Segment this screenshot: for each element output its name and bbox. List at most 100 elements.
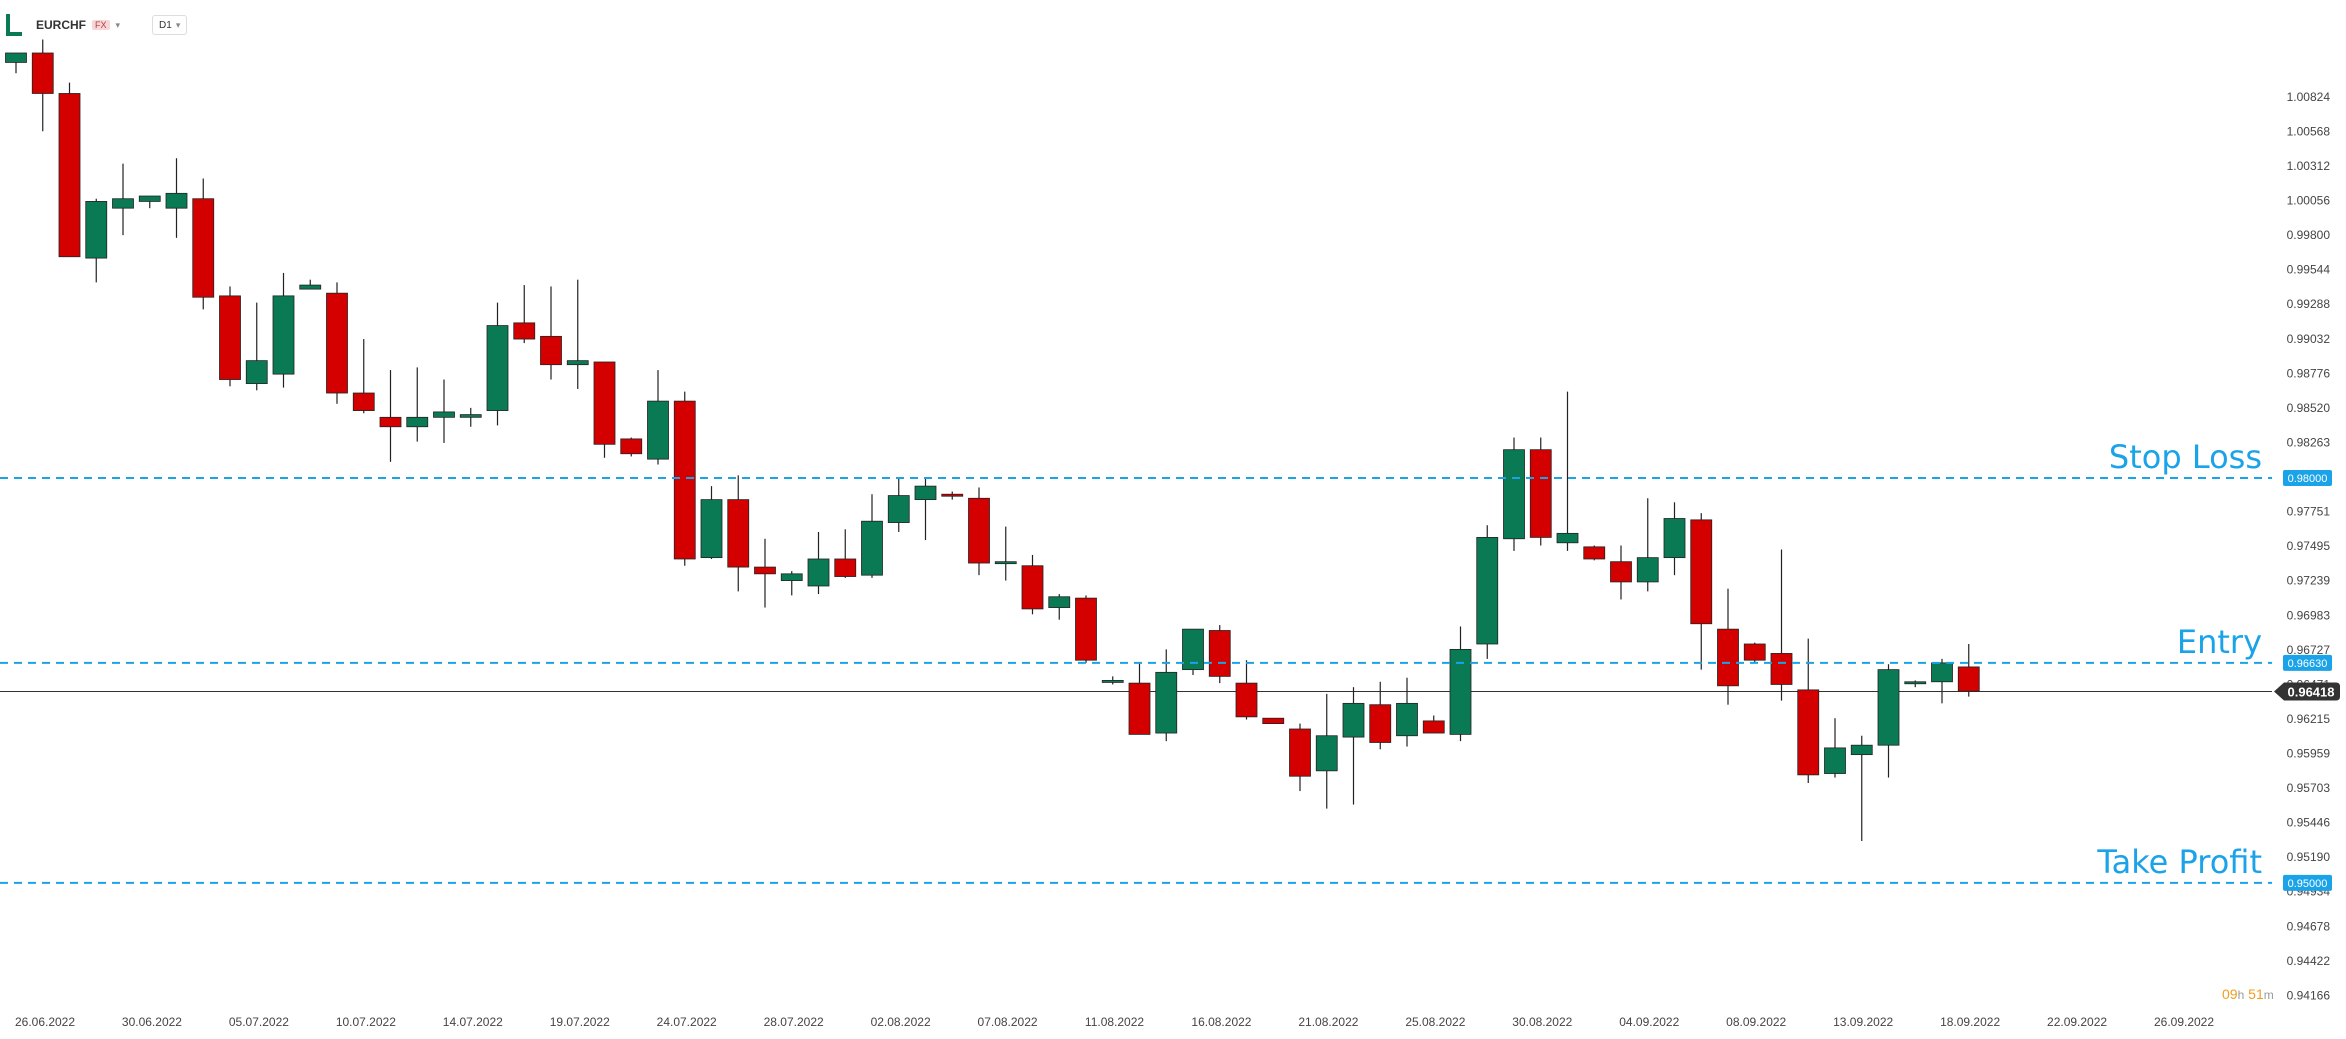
bear-candle — [540, 335, 562, 366]
bear-candle — [1583, 546, 1606, 560]
y-tick-label: 1.00056 — [2287, 194, 2331, 208]
bear-candle — [192, 198, 215, 298]
level-price-tag — [2283, 874, 2332, 891]
bull-candle — [1556, 532, 1579, 544]
symbol-label: EURCHF — [36, 18, 86, 32]
bear-candle — [513, 322, 536, 340]
x-tick-label: 08.09.2022 — [1726, 1015, 1786, 1029]
level-price-tag — [2283, 470, 2332, 487]
bull-candle — [861, 520, 883, 576]
x-tick-label: 13.09.2022 — [1833, 1015, 1893, 1029]
x-tick-label: 05.07.2022 — [229, 1015, 289, 1029]
current-price-label: 0.96418 — [2288, 684, 2335, 699]
bear-candle — [31, 52, 54, 94]
y-tick-label: 0.99032 — [2287, 332, 2331, 346]
y-tick-label: 0.95959 — [2287, 746, 2331, 760]
y-tick-label: 0.94422 — [2287, 954, 2331, 968]
bull-candle — [994, 561, 1017, 565]
bull-candle — [1503, 449, 1525, 540]
bull-candle — [1101, 680, 1124, 683]
symbol-flag-badge: FX — [92, 20, 110, 30]
y-tick-label: 0.98263 — [2287, 436, 2331, 450]
x-tick-label: 04.09.2022 — [1619, 1015, 1679, 1029]
level-price-tag — [2283, 654, 2332, 671]
x-tick-label: 18.09.2022 — [1940, 1015, 2000, 1029]
x-tick-label: 30.06.2022 — [122, 1015, 182, 1029]
y-tick-label: 0.95446 — [2287, 816, 2331, 830]
bear-candle — [1690, 519, 1713, 625]
bear-candle — [1208, 630, 1231, 677]
bull-candle — [433, 411, 455, 418]
bear-candle — [1262, 717, 1285, 725]
bear-candle — [1743, 643, 1766, 661]
bear-candle — [58, 93, 81, 258]
bear-candle — [1797, 689, 1820, 776]
bull-candle — [1182, 628, 1204, 671]
bear-candle — [1610, 561, 1632, 583]
bull-candle — [1663, 518, 1686, 559]
bull-candle — [1931, 662, 1953, 683]
chart-toolbar: EURCHF FX ▾ D1 ▾ — [4, 14, 188, 36]
x-tick-label: 30.08.2022 — [1512, 1015, 1572, 1029]
x-tick-label: 02.08.2022 — [871, 1015, 931, 1029]
bear-candle — [673, 400, 696, 560]
y-tick-label: 0.94166 — [2287, 988, 2331, 1002]
bull-candle — [299, 284, 322, 290]
bear-candle — [1957, 666, 1980, 692]
bull-candle — [647, 400, 669, 460]
level-label: Entry — [2177, 623, 2262, 661]
level-price-tag-label: 0.96630 — [2288, 658, 2328, 670]
bull-candle — [700, 499, 723, 559]
x-tick-label: 10.07.2022 — [336, 1015, 396, 1029]
bull-candle — [566, 360, 589, 366]
bear-candle — [326, 292, 348, 394]
bull-candle — [1636, 557, 1659, 583]
bull-candle — [1048, 596, 1071, 608]
level-price-tag-label: 0.98000 — [2288, 473, 2328, 485]
bear-candle — [941, 493, 964, 497]
chevron-down-icon: ▾ — [175, 19, 181, 30]
bear-candle — [1289, 728, 1311, 777]
timeframe-selector[interactable]: D1 ▾ — [152, 15, 188, 35]
y-tick-label: 1.00312 — [2287, 159, 2331, 173]
app-logo — [4, 14, 22, 36]
x-tick-label: 22.09.2022 — [2047, 1015, 2107, 1029]
bull-candle — [1824, 747, 1846, 774]
bull-candle — [486, 325, 509, 411]
bear-candle — [1717, 628, 1739, 687]
y-tick-label: 0.94678 — [2287, 919, 2331, 933]
y-tick-label: 0.96983 — [2287, 608, 2331, 622]
bull-candle — [780, 573, 803, 581]
y-tick-label: 0.98776 — [2287, 366, 2331, 380]
timeframe-label: D1 — [159, 19, 172, 31]
bull-candle — [112, 198, 134, 209]
x-tick-label: 28.07.2022 — [764, 1015, 824, 1029]
bear-candle — [219, 295, 241, 380]
bull-candle — [85, 201, 108, 259]
bear-candle — [1021, 565, 1044, 610]
bull-candle — [1342, 702, 1365, 738]
level-label: Stop Loss — [2109, 438, 2262, 476]
bull-candle — [245, 360, 268, 384]
bear-candle — [1529, 449, 1552, 538]
y-tick-label: 0.97239 — [2287, 574, 2331, 588]
bull-candle — [459, 414, 482, 418]
bear-candle — [754, 566, 776, 575]
symbol-selector[interactable]: EURCHF FX ▾ — [30, 16, 126, 34]
y-tick-label: 1.00568 — [2287, 125, 2331, 139]
y-tick-label: 0.96215 — [2287, 712, 2331, 726]
bear-candle — [1422, 720, 1445, 734]
x-tick-label: 19.07.2022 — [550, 1015, 610, 1029]
countdown-minutes: 51 — [2248, 986, 2264, 1002]
y-tick-label: 0.99800 — [2287, 228, 2331, 242]
x-tick-label: 26.09.2022 — [2154, 1015, 2214, 1029]
bull-candle — [1877, 669, 1900, 746]
bear-candle — [1075, 597, 1097, 661]
level-label: Take Profit — [2096, 843, 2262, 881]
y-tick-label: 1.00824 — [2287, 90, 2331, 104]
bull-candle — [1449, 648, 1472, 735]
x-tick-label: 16.08.2022 — [1191, 1015, 1251, 1029]
bear-candle — [620, 438, 643, 455]
x-tick-label: 14.07.2022 — [443, 1015, 503, 1029]
